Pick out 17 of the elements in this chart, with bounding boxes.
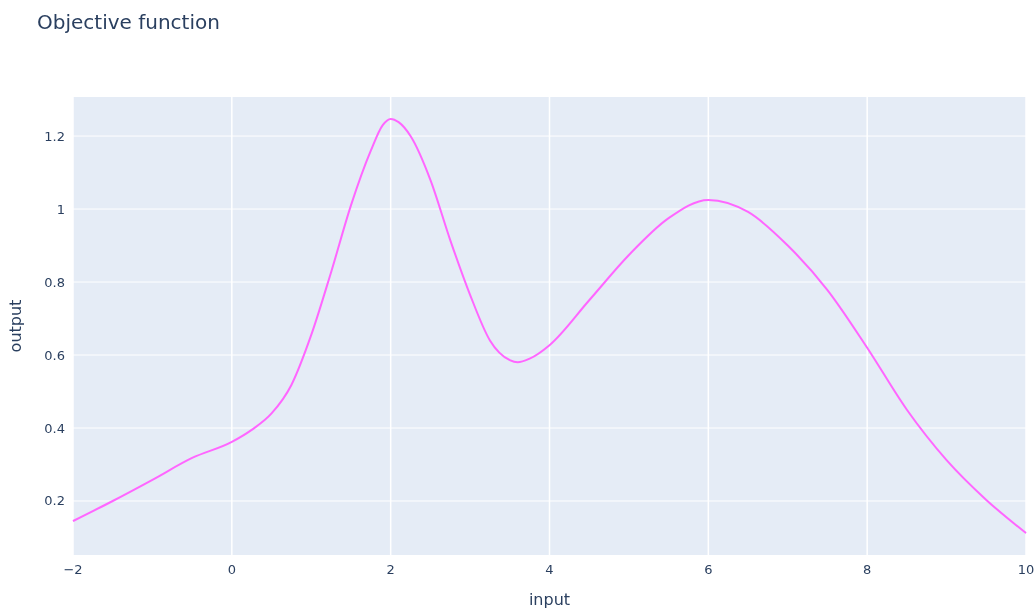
- y-tick-label: 0.2: [44, 493, 65, 509]
- x-tick-label: 8: [863, 562, 872, 577]
- line-series: [72, 117, 1027, 535]
- y-tick-label: 1.2: [44, 128, 65, 144]
- y-tick-label: 1: [56, 201, 65, 217]
- y-axis-title: output: [6, 299, 25, 353]
- x-axis-title: input: [528, 590, 571, 609]
- chart-title: Objective function: [37, 10, 220, 34]
- x-tick-label: 4: [545, 562, 554, 577]
- y-tick-label: 0.4: [44, 420, 65, 436]
- x-tick-label: −2: [63, 562, 83, 577]
- y-tick-label: 0.6: [44, 347, 65, 363]
- x-tick-label: 2: [386, 562, 395, 577]
- x-tick-label: 0: [227, 562, 236, 577]
- y-tick-label: 0.8: [44, 274, 65, 290]
- x-tick-label: 10: [1017, 562, 1035, 577]
- x-tick-label: 6: [704, 562, 713, 577]
